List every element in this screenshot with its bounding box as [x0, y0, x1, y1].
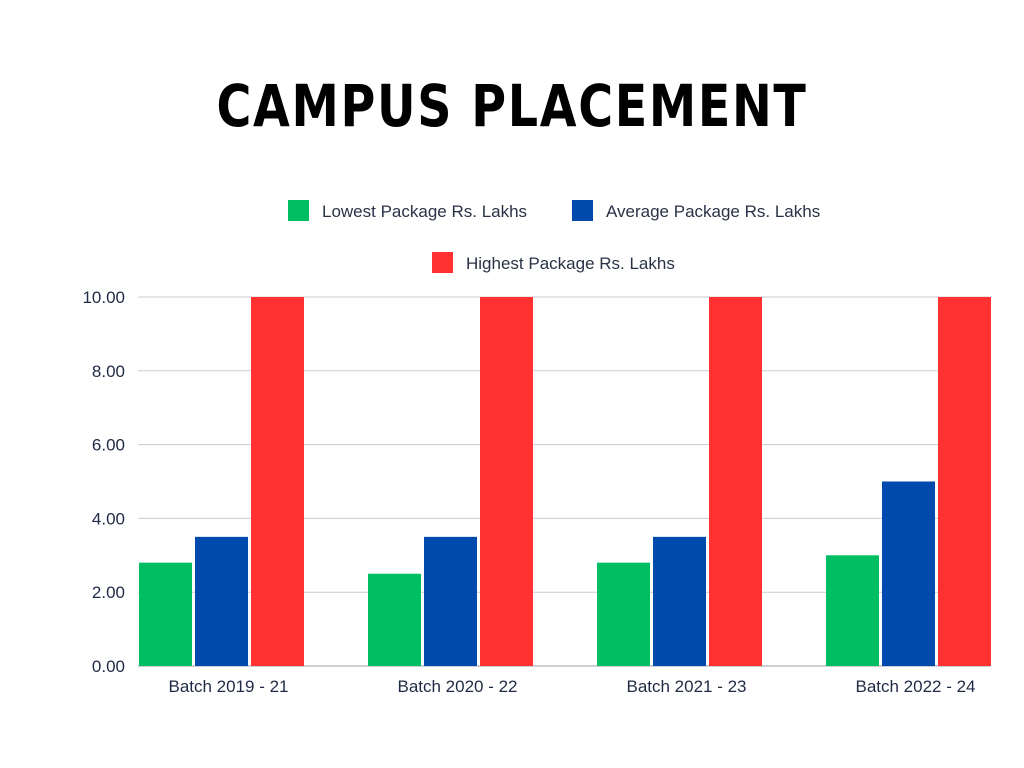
x-tick-label: Batch 2019 - 21	[168, 677, 288, 696]
x-tick-label: Batch 2021 - 23	[626, 677, 746, 696]
y-tick-label: 6.00	[92, 436, 125, 455]
legend-swatch	[432, 252, 453, 273]
bar-1-0	[195, 536, 248, 666]
bar-2-0	[251, 297, 304, 666]
y-tick-label: 0.00	[92, 657, 125, 676]
legend-label: Lowest Package Rs. Lakhs	[322, 202, 527, 221]
y-tick-label: 10.00	[82, 288, 125, 307]
y-tick-label: 8.00	[92, 362, 125, 381]
chart-title: CAMPUS PLACEMENT	[216, 72, 808, 140]
bar-0-0	[139, 562, 192, 666]
y-tick-label: 4.00	[92, 509, 125, 528]
bar-1-2	[653, 536, 706, 666]
bar-1-1	[424, 536, 477, 666]
legend-swatch	[288, 200, 309, 221]
legend-label: Average Package Rs. Lakhs	[606, 202, 820, 221]
x-tick-label: Batch 2022 - 24	[855, 677, 975, 696]
y-tick-label: 2.00	[92, 583, 125, 602]
bar-0-2	[597, 562, 650, 666]
legend-label: Highest Package Rs. Lakhs	[466, 254, 675, 273]
bar-1-3	[882, 481, 935, 666]
legend-swatch	[572, 200, 593, 221]
bar-2-2	[709, 297, 762, 666]
x-tick-label: Batch 2020 - 22	[397, 677, 517, 696]
bar-2-1	[480, 297, 533, 666]
bar-0-1	[368, 573, 421, 666]
bar-0-3	[826, 555, 879, 666]
bar-2-3	[938, 297, 991, 666]
